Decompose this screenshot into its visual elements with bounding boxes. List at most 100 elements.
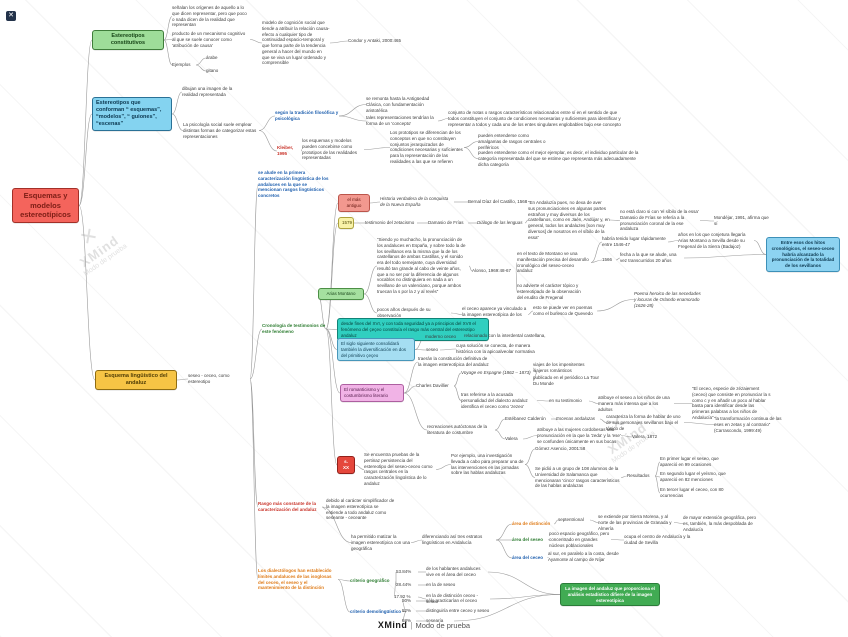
map-node[interactable]: “En Andaluzía pues, no dexa de aver sus … bbox=[528, 200, 610, 240]
map-node[interactable]: criterio demolingüístico bbox=[350, 609, 402, 614]
map-node[interactable]: El siglo siguiente consolidará también l… bbox=[337, 338, 415, 362]
map-node[interactable]: moderno ceceo bbox=[425, 334, 457, 339]
map-node[interactable]: 1579 bbox=[338, 217, 354, 229]
map-node[interactable]: Alonso, 1969:48-67 bbox=[472, 268, 512, 273]
map-node[interactable]: gitano bbox=[206, 68, 219, 73]
map-node[interactable]: Cronología de testimonios de este fenóme… bbox=[262, 323, 326, 334]
map-node[interactable]: Arias Montano bbox=[318, 288, 364, 300]
map-node[interactable]: producto de un mecanismo cognitivo al qu… bbox=[172, 31, 246, 48]
map-node[interactable]: seseo - ceceo, como estereotipo bbox=[188, 373, 230, 384]
map-node[interactable]: en su testimonio bbox=[549, 398, 582, 403]
map-node[interactable]: Gómez Asencio, 2001:58 bbox=[535, 446, 586, 451]
map-node[interactable]: Escenas andaluzas bbox=[556, 416, 596, 421]
map-node[interactable]: de mayor extensión geográfica, pero es, … bbox=[683, 515, 757, 532]
map-node[interactable]: 17.92 % bbox=[394, 594, 411, 599]
map-node[interactable]: modelo de cognición social que tiende a … bbox=[262, 20, 330, 66]
map-node[interactable]: Los dialectólogos han establecido límite… bbox=[258, 568, 332, 591]
map-node[interactable]: esto se puede ver en poemas como el burl… bbox=[533, 305, 593, 316]
map-node[interactable]: atribuye el seseo a los niños de una man… bbox=[598, 395, 670, 412]
map-node[interactable]: conjunto de notas o rasgos característic… bbox=[448, 110, 621, 127]
map-node[interactable]: Los prototipos se diferencian de los con… bbox=[390, 130, 463, 164]
map-node[interactable]: relacionado con la interdental castellan… bbox=[464, 333, 546, 338]
map-node[interactable]: Estereotipos que conforman “ esquemas”, … bbox=[92, 97, 172, 132]
map-node[interactable]: ocupa el centro de Andalucía y la ciudad… bbox=[624, 534, 691, 545]
map-node[interactable]: en la de seseo bbox=[426, 582, 456, 587]
map-node[interactable]: sólo practicarían el ceceo bbox=[426, 598, 478, 603]
map-node[interactable]: fecha a la que se alude, una vez transcu… bbox=[620, 252, 677, 263]
map-node[interactable]: no está claro si con 'el síbilo de la es… bbox=[620, 209, 699, 232]
map-node[interactable]: los esquemas y modelos pueden concebirse… bbox=[302, 138, 358, 161]
map-node[interactable]: pueden entenderse como el mejor ejemplar… bbox=[478, 150, 639, 167]
map-node[interactable]: no advierte el carácter tópico y estereo… bbox=[517, 283, 581, 300]
map-node[interactable]: publicado en el periódico La Tour Du Mon… bbox=[533, 375, 599, 386]
map-node[interactable]: 1566 bbox=[602, 257, 613, 262]
map-node[interactable]: se remonta hasta la Antigüedad Clásica, … bbox=[366, 96, 430, 113]
map-node[interactable]: Rasgo más constante de la caracterizació… bbox=[258, 501, 317, 512]
map-node[interactable]: septentrional bbox=[558, 517, 584, 522]
map-node[interactable]: Esquema lingüístico del andaluz bbox=[95, 370, 177, 391]
map-node[interactable]: recreaciones autóctonas de la literatura… bbox=[427, 424, 488, 435]
map-node[interactable]: Voyage en Espagne (1862 – 1873) bbox=[461, 370, 531, 375]
map-node[interactable]: Valera bbox=[505, 436, 518, 441]
map-node[interactable]: pocos años después de su observación bbox=[377, 307, 431, 318]
map-node[interactable]: Kleiber, 1995 bbox=[277, 145, 294, 156]
map-node[interactable]: Esquemas y modelos estereotípicos bbox=[12, 188, 79, 223]
map-node[interactable]: En tercer lugar el ceceo, con 80 ocurren… bbox=[660, 487, 724, 498]
map-node[interactable]: diferenciando así tres estratos lingüíst… bbox=[422, 534, 483, 545]
map-node[interactable]: años en los que conjetura llegaría Arias… bbox=[678, 232, 746, 249]
map-node[interactable]: Valera, 1872 bbox=[632, 434, 658, 439]
map-node[interactable]: distinguiría entre ceceo y seseo bbox=[426, 608, 490, 613]
map-node[interactable]: Estébanez Calderón bbox=[505, 416, 546, 421]
map-node[interactable]: viajes de los impenitentes viajeros romá… bbox=[533, 362, 585, 373]
map-node[interactable]: dibujan una imagen de la realidad repres… bbox=[182, 86, 233, 97]
map-node[interactable]: seseo bbox=[426, 347, 439, 352]
map-node[interactable]: 53.84% bbox=[396, 569, 412, 574]
map-node[interactable]: área de distinción bbox=[512, 521, 551, 526]
map-node[interactable]: Estereotipos constitutivos bbox=[92, 30, 164, 51]
map-node[interactable]: área del seseo bbox=[512, 537, 544, 542]
map-node[interactable]: pueden entenderse como amalgamas de rasg… bbox=[478, 133, 546, 150]
map-node[interactable]: en la de distinción ceceo - seseo bbox=[426, 593, 479, 604]
map-node[interactable]: s. XX bbox=[337, 456, 355, 474]
map-node[interactable]: Bernal Díaz del Castillo, 1568 bbox=[468, 199, 528, 204]
map-node[interactable]: En segundo lugar el yeísmo, que apareció… bbox=[660, 471, 726, 482]
map-node[interactable]: 52% bbox=[402, 608, 412, 613]
map-node[interactable]: cuya solución se conecta, de manera hist… bbox=[456, 343, 535, 354]
map-node[interactable]: el más antiguo bbox=[338, 194, 370, 212]
map-node[interactable]: se alude en la primera caracterización l… bbox=[258, 170, 329, 198]
map-node[interactable]: Resultados bbox=[627, 473, 650, 478]
map-node[interactable]: “la transformación continua de las eses … bbox=[714, 416, 782, 433]
map-node[interactable]: atribuye a las mujeres cordobesas una pr… bbox=[537, 427, 621, 444]
map-node[interactable]: Por ejemplo, una investigación llevada a… bbox=[451, 453, 524, 476]
map-node[interactable]: debido al carácter simplificador de la i… bbox=[326, 498, 395, 521]
map-node[interactable]: al sur, en paralelo a la costa, desde Ay… bbox=[548, 551, 619, 562]
map-node[interactable]: “Siendo yo muchacho, la pronunciación de… bbox=[377, 237, 466, 294]
map-node[interactable]: La psicología social suele emplear disti… bbox=[183, 122, 257, 139]
map-node[interactable]: árabe bbox=[206, 55, 218, 60]
map-node[interactable]: Mondéjar, 1991, afirma que sí bbox=[714, 215, 769, 226]
map-node[interactable]: poco espacio geográfico, pero concentrad… bbox=[549, 531, 610, 548]
map-node[interactable]: Entre esos dos hitos cronológicos, el se… bbox=[766, 237, 840, 272]
map-node[interactable]: en el texto de Montano ve una manifestac… bbox=[517, 251, 589, 274]
map-node[interactable]: ha permitido matizar la imagen estereotí… bbox=[351, 534, 411, 551]
map-node[interactable]: criterio geográfico bbox=[350, 578, 390, 583]
map-node[interactable]: sesearía bbox=[426, 618, 444, 623]
map-node[interactable]: 58% bbox=[402, 618, 412, 623]
map-node[interactable]: traerán la constitución definitiva de la… bbox=[418, 356, 489, 367]
map-node[interactable]: 28.44% bbox=[396, 582, 412, 587]
map-node[interactable]: Se encuentra pruebas de la pertinaz pers… bbox=[364, 452, 433, 486]
map-node[interactable]: habría tenido lugar rápidamente entre 15… bbox=[602, 236, 666, 247]
map-node[interactable]: área del ceceo bbox=[512, 555, 544, 560]
map-node[interactable]: Diálogo de las lenguas bbox=[477, 220, 523, 225]
map-node[interactable]: La imagen del andaluz que proporciona el… bbox=[560, 583, 660, 607]
map-node[interactable]: de los hablantes andaluces vive en el ár… bbox=[426, 566, 481, 577]
map-node[interactable]: caracteriza la forma de hablar de uno de… bbox=[606, 414, 681, 431]
map-node[interactable]: En primer lugar el seseo, que apareció e… bbox=[660, 456, 719, 467]
map-node[interactable]: Charles Davillier bbox=[416, 383, 449, 388]
map-node[interactable]: El romanticismo y el costumbrismo litera… bbox=[340, 384, 404, 402]
map-node[interactable]: se extiende por Sierra Morena, y al nort… bbox=[598, 514, 672, 531]
map-node[interactable]: tras referirse a la acusada personalidad… bbox=[461, 392, 528, 409]
map-node[interactable]: testimonio del zetacismo bbox=[365, 220, 415, 225]
map-node[interactable]: Ejemplos bbox=[172, 62, 191, 67]
map-node[interactable]: Condor y Antaki, 2000:465 bbox=[348, 38, 402, 43]
